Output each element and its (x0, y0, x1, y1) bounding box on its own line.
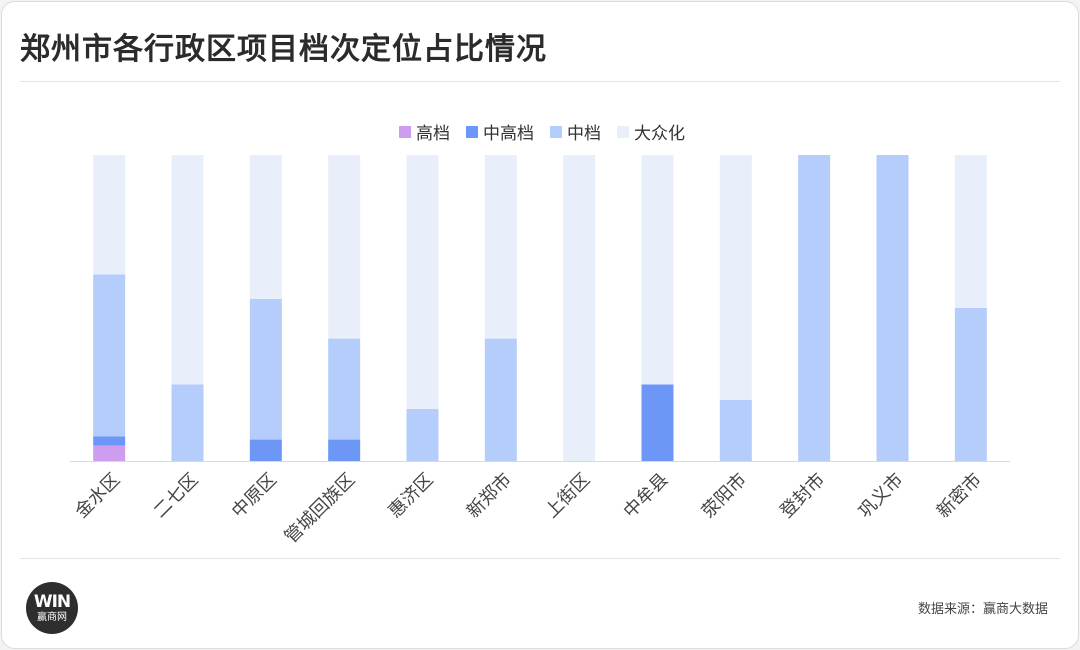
x-tick-label: 新郑市 (463, 469, 516, 522)
bar-segment (93, 274, 126, 437)
bar-segment (328, 439, 361, 461)
legend-item: 中高档 (466, 119, 534, 144)
x-tick-label: 二七区 (150, 469, 203, 522)
footer-divider (20, 558, 1060, 559)
legend-swatch (399, 125, 411, 138)
x-tick-label: 中原区 (228, 469, 281, 522)
legend-label: 大众化 (634, 124, 685, 144)
chart-legend: 高档 中高档 中档 大众化 (2, 119, 1078, 144)
bar-segment (484, 155, 517, 339)
bar-segment (719, 399, 752, 461)
bar-segment (328, 338, 361, 440)
x-tick-label: 惠济区 (385, 469, 438, 522)
bar-segment (484, 338, 517, 461)
legend-label: 高档 (416, 124, 450, 144)
bar-segment (171, 384, 204, 461)
bar-segment (641, 384, 674, 461)
bar-segment (249, 439, 282, 461)
bar-segment (93, 436, 126, 446)
bar-segment (406, 155, 439, 409)
bar-segment (93, 155, 126, 275)
page-title: 郑州市各行政区项目档次定位占比情况 (20, 32, 547, 67)
x-tick-label: 中牟县 (620, 469, 673, 522)
bar-segment (876, 155, 909, 461)
x-tick-label: 管城回族区 (281, 469, 359, 547)
x-tick-label: 金水区 (71, 469, 124, 522)
bar-segment (93, 445, 126, 461)
legend-swatch (617, 125, 629, 138)
legend-label: 中高档 (483, 124, 534, 144)
legend-item: 中档 (550, 119, 601, 144)
bar-segment (328, 155, 361, 339)
legend-swatch (466, 125, 478, 138)
winshang-logo: WIN 赢商网 (26, 582, 78, 634)
bar-segment (641, 155, 674, 385)
x-tick-label: 登封市 (776, 469, 829, 522)
bar-segment (249, 298, 282, 440)
logo-name: 赢商网 (37, 611, 67, 623)
bar-segment (954, 308, 987, 461)
x-tick-label: 荥阳市 (698, 469, 751, 522)
legend-item: 高档 (399, 119, 450, 144)
bar-segment (249, 155, 282, 299)
bar-segment (171, 155, 204, 385)
x-tick-label: 巩义市 (855, 469, 908, 522)
legend-swatch (550, 125, 562, 138)
x-tick-label: 新密市 (933, 469, 986, 522)
bar-segment (563, 155, 596, 461)
logo-mark: WIN (33, 591, 71, 612)
title-divider (20, 81, 1060, 82)
bar-segment (798, 155, 831, 461)
legend-label: 中档 (567, 124, 601, 144)
bar-segment (954, 155, 987, 308)
bar-segment (406, 408, 439, 461)
data-source: 数据来源：赢商大数据 (917, 602, 1048, 617)
x-tick-label: 上街区 (541, 469, 594, 522)
legend-item: 大众化 (617, 119, 685, 144)
bar-segment (719, 155, 752, 400)
